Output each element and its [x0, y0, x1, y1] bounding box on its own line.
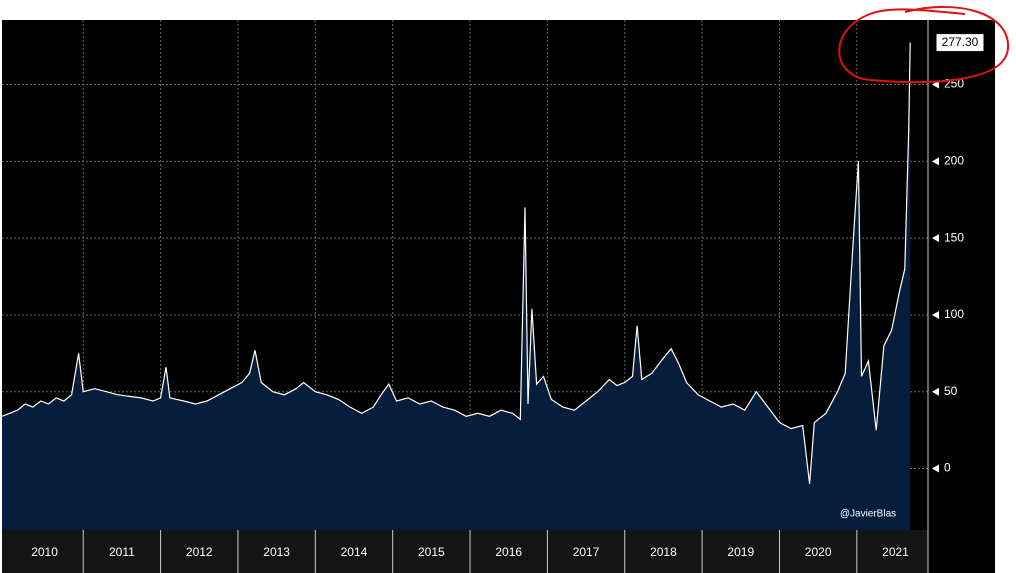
y-tick-mark: [932, 80, 939, 89]
y-tick-mark: [932, 310, 939, 319]
y-tick-mark: [932, 464, 939, 473]
x-tick-label: 2010: [31, 545, 58, 559]
value-label-box: [935, 33, 985, 53]
y-tick-label: 200: [944, 153, 964, 167]
x-tick-label: 2014: [341, 545, 368, 559]
y-tick-label: 150: [944, 230, 964, 244]
x-tick-label: 2015: [418, 545, 445, 559]
x-tick-label: 2018: [650, 545, 677, 559]
x-tick-label: 2016: [495, 545, 522, 559]
y-tick-mark: [932, 157, 939, 166]
line: [1, 42, 911, 484]
annotation: @JavierBlas: [840, 509, 896, 520]
y-tick-mark: [932, 387, 939, 396]
x-tick-label: 2021: [882, 545, 909, 559]
value-label: 277.30: [942, 35, 979, 49]
area: [2, 42, 911, 530]
x-tick-label: 2012: [186, 545, 213, 559]
x-tick-label: 2017: [573, 545, 600, 559]
y-tick-label: 100: [944, 307, 964, 321]
x-tick-label: 2020: [805, 545, 832, 559]
x-tick-label: 2019: [727, 545, 754, 559]
highlight-circle: [838, 5, 1010, 84]
y-tick-label: 50: [944, 384, 958, 398]
y-tick-mark: [932, 234, 939, 243]
x-tick-label: 2013: [263, 545, 290, 559]
y-tick-label: 0: [944, 461, 951, 475]
x-axis-band: [2, 530, 928, 573]
x-tick-label: 2011: [109, 545, 135, 559]
